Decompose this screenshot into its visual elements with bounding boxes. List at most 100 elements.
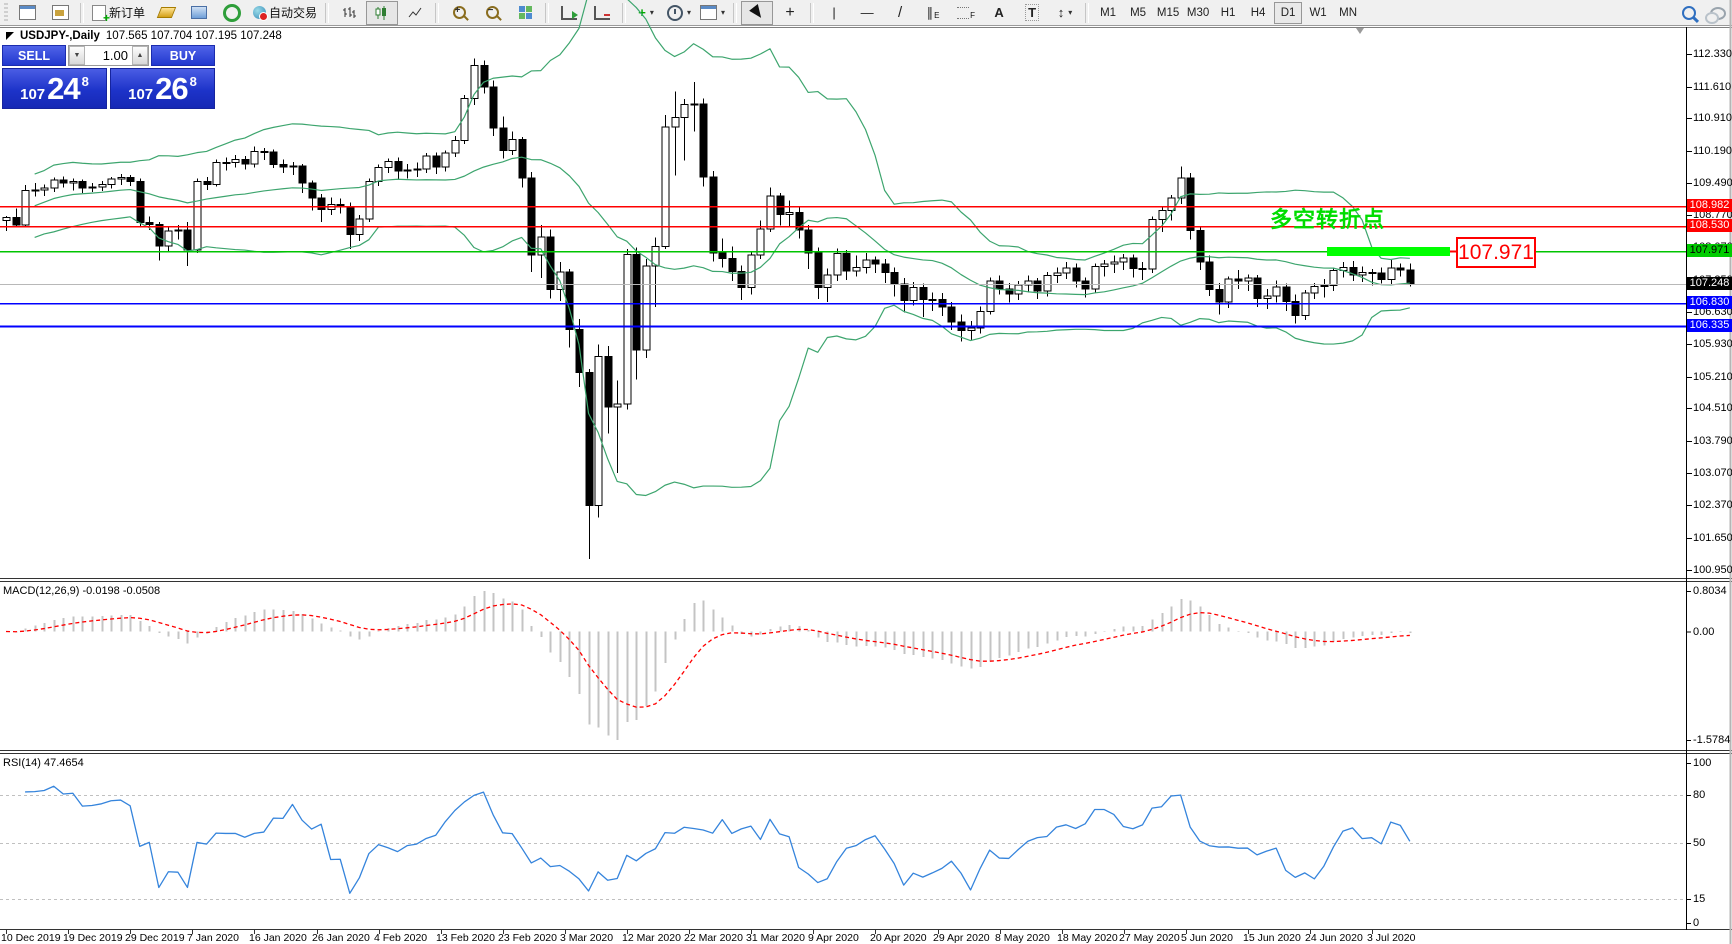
text-button[interactable]: A: [983, 1, 1015, 25]
date-axis-label: 18 May 2020: [1057, 932, 1118, 944]
zoom-in-button[interactable]: +: [443, 1, 475, 25]
timeframe-button-H1[interactable]: H1: [1220, 6, 1236, 19]
search-icon[interactable]: [1682, 6, 1696, 20]
bar-chart-button[interactable]: [333, 1, 365, 25]
price-axis-tick: 100.950: [1693, 564, 1732, 576]
horizontal-line-button[interactable]: —: [851, 1, 883, 25]
rsi-axis-tick: 15: [1693, 893, 1706, 905]
cursor-button[interactable]: [741, 0, 774, 25]
buy-price-button[interactable]: 107 26 8: [110, 68, 215, 109]
auto-scroll-button[interactable]: [553, 1, 585, 25]
data-window-button[interactable]: [183, 1, 215, 25]
date-axis-label: 4 Feb 2020: [374, 932, 428, 944]
price-axis-tick: 110.190: [1693, 145, 1732, 157]
equidistant-channel-button[interactable]: ∥ E: [917, 1, 949, 25]
chevron-down-icon: ▾: [687, 8, 692, 17]
periods-button[interactable]: ▾: [663, 1, 695, 25]
date-axis-label: 19 Dec 2019: [63, 932, 123, 944]
zoom-out-button[interactable]: −: [476, 1, 508, 25]
fibonacci-sub-label: F: [970, 11, 975, 20]
trendline-button[interactable]: /: [884, 1, 916, 25]
symbol-period-label: USDJPY-,Daily: [20, 30, 100, 42]
indicators-icon: +: [638, 5, 646, 20]
rsi-axis-tick: 0: [1693, 917, 1700, 929]
volume-spinner: ▼ 1.00 ▲: [68, 45, 149, 66]
autotrading-label: 自动交易: [269, 6, 318, 20]
price-axis-tick: 105.210: [1693, 371, 1732, 383]
volume-input[interactable]: 1.00: [102, 48, 128, 63]
vertical-line-icon: |: [832, 5, 836, 20]
fibonacci-icon: [957, 6, 970, 19]
separator: [435, 2, 440, 23]
timeframe-button-W1[interactable]: W1: [1309, 6, 1327, 19]
new-order-button[interactable]: 新订单: [88, 1, 149, 25]
price-axis-tick: 104.510: [1693, 402, 1732, 414]
timeframe-button-M15[interactable]: M15: [1156, 6, 1180, 19]
chart-shift-marker[interactable]: [1356, 28, 1364, 34]
fibonacci-button[interactable]: F: [950, 1, 982, 25]
separator: [80, 2, 84, 23]
window-collapse-icon[interactable]: [6, 32, 14, 40]
date-axis-label: 29 Dec 2019: [125, 932, 185, 944]
sell-price-button[interactable]: 107 24 8: [2, 68, 107, 109]
sell-button[interactable]: SELL: [2, 45, 66, 66]
chevron-down-icon: ▾: [649, 8, 654, 17]
timeframe-button-M30[interactable]: M30: [1186, 6, 1210, 19]
chart-title: USDJPY-,Daily 107.565 107.704 107.195 10…: [6, 30, 282, 42]
price-axis-tick: 101.650: [1693, 532, 1732, 544]
rsi-axis-tick: 80: [1693, 789, 1706, 801]
profiles-button[interactable]: [44, 1, 76, 25]
price-badge: 107.971: [1687, 244, 1732, 257]
toolbar-grip[interactable]: [4, 2, 8, 23]
line-chart-button[interactable]: [399, 1, 431, 25]
date-axis-label: 29 Apr 2020: [933, 932, 990, 944]
price-axis-tick: 112.330: [1693, 48, 1732, 60]
date-axis-label: 3 Jul 2020: [1367, 932, 1416, 944]
navigator-button[interactable]: [216, 1, 248, 25]
arrows-button[interactable]: ↕ ▾: [1049, 1, 1081, 25]
arrows-icon: ↕: [1057, 5, 1065, 20]
date-axis-label: 31 Mar 2020: [746, 932, 805, 944]
candlestick-chart-button[interactable]: [366, 0, 399, 25]
channel-sub-label: E: [934, 11, 940, 20]
sell-price-whole: 107: [20, 86, 46, 103]
date-axis-label: 12 Mar 2020: [622, 932, 681, 944]
new-order-icon: [92, 4, 110, 25]
timeframe-button-M5[interactable]: M5: [1130, 6, 1147, 19]
tile-windows-button[interactable]: [509, 1, 541, 25]
templates-button[interactable]: ▾: [696, 1, 729, 25]
text-label-button[interactable]: T: [1016, 1, 1048, 25]
timeframe-toolbar: M1 M5 M15 M30 H1 H4 D1 W1 MN: [1093, 1, 1363, 24]
one-click-trading-panel: SELL ▼ 1.00 ▲ BUY 107 24 8 107 26 8: [2, 45, 215, 109]
buy-button[interactable]: BUY: [151, 45, 215, 66]
timeframe-button-H4[interactable]: H4: [1250, 6, 1266, 19]
vertical-line-button[interactable]: |: [818, 1, 850, 25]
timeframe-button-M1[interactable]: M1: [1100, 6, 1117, 19]
auto-scroll-icon: [561, 5, 579, 20]
date-axis-label: 20 Apr 2020: [870, 932, 927, 944]
level-price-label[interactable]: 107.971: [1456, 237, 1536, 268]
bar-chart-icon: [343, 6, 357, 18]
volume-decrease-button[interactable]: ▼: [69, 46, 85, 65]
date-axis-label: 22 Mar 2020: [684, 932, 743, 944]
price-axis-tick: 103.790: [1693, 435, 1732, 447]
new-chart-button[interactable]: [11, 1, 43, 25]
timeframe-button-MN[interactable]: MN: [1339, 6, 1357, 19]
price-badge: 108.530: [1687, 219, 1732, 232]
price-axis-tick: 106.630: [1693, 306, 1732, 318]
indicators-button[interactable]: + ▾: [630, 1, 662, 25]
rsi-value: 47.4654: [43, 757, 84, 769]
chevron-down-icon: ▾: [1068, 8, 1073, 17]
main-toolbar: 新订单 自动交易 + − + ▾ ▾: [0, 0, 1732, 26]
date-axis-label: 7 Jan 2020: [187, 932, 239, 944]
separator: [733, 2, 738, 23]
timeframe-button-D1[interactable]: D1: [1274, 1, 1303, 24]
community-chat-icon[interactable]: [1705, 6, 1726, 24]
crosshair-button[interactable]: +: [774, 1, 806, 25]
chart-shift-button[interactable]: [586, 1, 618, 25]
autotrading-button[interactable]: 自动交易: [249, 1, 321, 25]
turning-point-annotation[interactable]: 多空转折点: [1270, 207, 1386, 232]
volume-increase-button[interactable]: ▲: [132, 46, 148, 65]
